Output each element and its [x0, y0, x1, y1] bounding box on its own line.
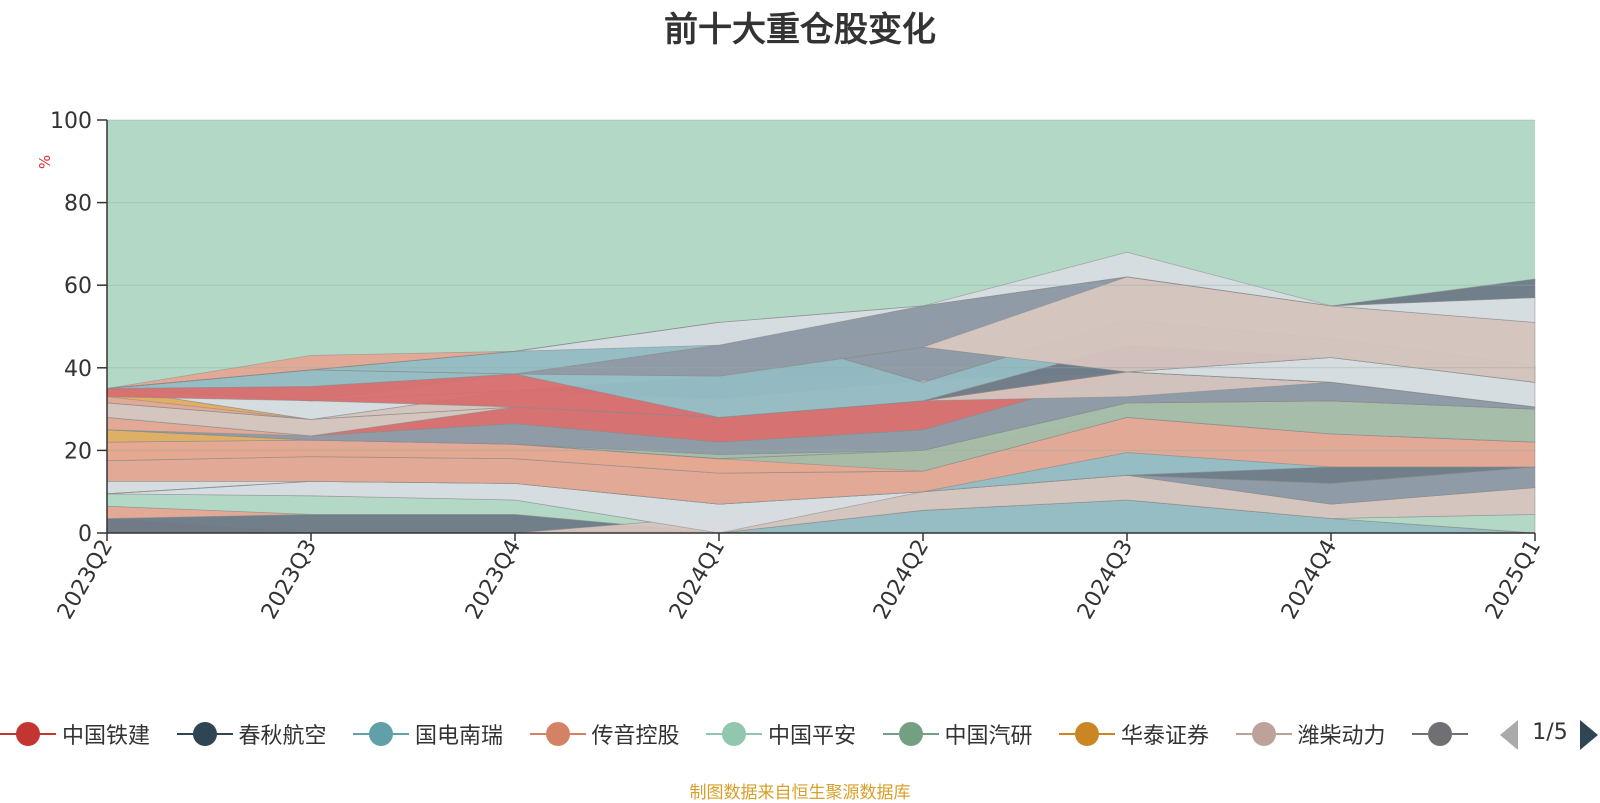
x-tick-label: 2024Q1	[665, 536, 730, 624]
legend-marker-icon	[1235, 719, 1292, 749]
legend-item[interactable]: 传音控股	[529, 714, 680, 754]
legend-marker-icon	[1412, 719, 1468, 749]
pager-indicator: 1/5	[1532, 720, 1568, 745]
legend-marker-icon	[529, 719, 586, 749]
legend-item[interactable]: 春秋航空	[176, 714, 327, 754]
y-tick-label: 100	[50, 109, 92, 134]
x-tick-label: 2023Q3	[257, 536, 322, 624]
pager-next-icon[interactable]	[1580, 720, 1598, 750]
legend-pager: 1/5	[1500, 718, 1600, 754]
y-tick-label: 20	[64, 439, 92, 464]
pager-prev-icon[interactable]	[1500, 720, 1518, 750]
legend-label: 传音控股	[591, 724, 680, 749]
legend-item[interactable]: 中国铁建	[0, 714, 150, 754]
legend-item[interactable]: 潍柴动力	[1235, 714, 1386, 754]
y-tick-label: 80	[64, 192, 92, 217]
legend-label: 春秋航空	[238, 724, 327, 749]
legend-label: 中国平安	[768, 724, 857, 749]
legend-item[interactable]: 中国平安	[706, 714, 856, 754]
x-tick-label: 2023Q4	[461, 536, 526, 624]
x-tick-label: 2025Q1	[1481, 536, 1546, 624]
x-tick-label: 2024Q2	[869, 536, 934, 624]
legend-item[interactable]	[1412, 714, 1468, 754]
x-tick-label: 2024Q4	[1277, 536, 1342, 624]
legend-marker-icon	[0, 719, 56, 749]
legend-marker-icon	[882, 719, 939, 749]
y-tick-label: 40	[64, 357, 92, 382]
legend-label: 华泰证券	[1121, 724, 1210, 749]
x-tick-label: 2023Q2	[53, 536, 118, 624]
data-source-note: 制图数据来自恒生聚源数据库	[689, 783, 911, 803]
legend-marker-icon	[706, 719, 762, 749]
legend-label: 中国铁建	[62, 724, 151, 749]
legend-item[interactable]: 华泰证券	[1059, 714, 1209, 754]
legend-marker-icon	[353, 719, 409, 749]
chart-legend: 中国铁建 春秋航空 国电南瑞 传音控股 中国平安 中国汽研 华泰证券 潍柴动力	[0, 714, 1484, 754]
legend-marker-icon	[176, 719, 233, 749]
area-band-31	[106, 276, 1536, 389]
legend-label: 国电南瑞	[415, 724, 504, 749]
y-tick-label: 0	[78, 522, 92, 547]
legend-label: 潍柴动力	[1297, 724, 1386, 749]
x-tick-label: 2024Q3	[1073, 536, 1138, 624]
legend-marker-icon	[1059, 719, 1115, 749]
legend-label: 中国汽研	[944, 724, 1033, 749]
chart-title: 前十大重仓股变化	[664, 10, 936, 50]
y-tick-label: 60	[64, 274, 92, 299]
y-axis-unit: %	[36, 155, 54, 169]
legend-item[interactable]: 中国汽研	[882, 714, 1033, 754]
legend-item[interactable]: 国电南瑞	[353, 714, 503, 754]
